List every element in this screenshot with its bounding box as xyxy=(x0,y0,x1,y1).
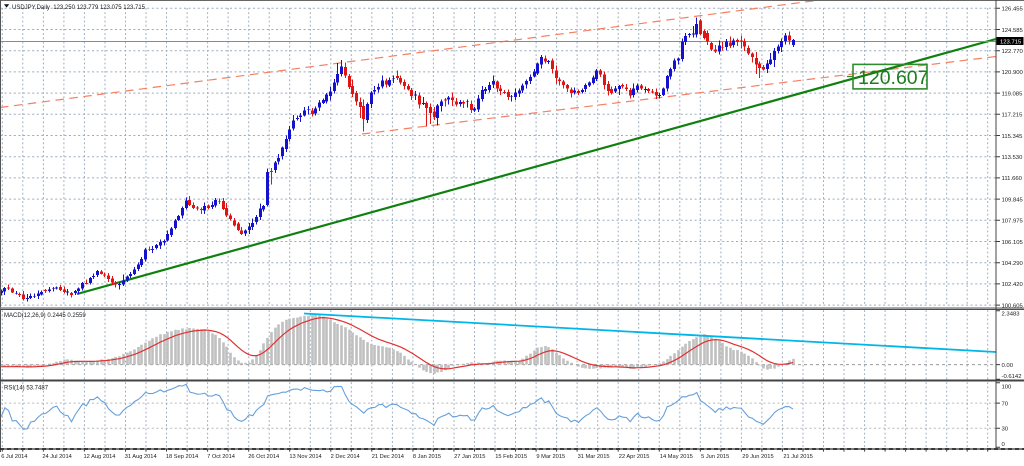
svg-text:0: 0 xyxy=(1002,442,1006,448)
svg-text:119.085: 119.085 xyxy=(1002,91,1024,97)
svg-text:7 Oct 2014: 7 Oct 2014 xyxy=(207,454,235,460)
svg-text:27 Jan 2015: 27 Jan 2015 xyxy=(454,454,485,460)
svg-text:124.585: 124.585 xyxy=(1002,28,1024,34)
svg-text:31 Mar 2015: 31 Mar 2015 xyxy=(578,454,610,460)
svg-text:31 Aug 2014: 31 Aug 2014 xyxy=(125,454,157,460)
svg-text:100: 100 xyxy=(1002,385,1013,391)
svg-text:21 Dec 2014: 21 Dec 2014 xyxy=(372,454,404,460)
svg-text:111.660: 111.660 xyxy=(1002,176,1023,182)
svg-text:26 Oct 2014: 26 Oct 2014 xyxy=(248,454,279,460)
svg-text:29 Jun 2015: 29 Jun 2015 xyxy=(742,454,773,460)
svg-text:8 Jan 2015: 8 Jan 2015 xyxy=(413,454,441,460)
svg-text:14 May 2015: 14 May 2015 xyxy=(660,454,693,460)
svg-text:MACD(12,26,9) 0.2445 0.2559: MACD(12,26,9) 0.2445 0.2559 xyxy=(4,313,86,319)
svg-text:123.715: 123.715 xyxy=(1000,40,1022,46)
svg-text:70: 70 xyxy=(1002,401,1009,407)
svg-text:2 Dec 2014: 2 Dec 2014 xyxy=(331,454,360,460)
svg-text:117.215: 117.215 xyxy=(1002,113,1024,119)
svg-text:107.975: 107.975 xyxy=(1002,219,1024,225)
svg-text:120.900: 120.900 xyxy=(1002,70,1024,76)
svg-text:22 Apr 2015: 22 Apr 2015 xyxy=(619,454,650,460)
svg-text:6 Jul 2014: 6 Jul 2014 xyxy=(1,454,27,460)
svg-text:21 Jul 2015: 21 Jul 2015 xyxy=(783,454,812,460)
svg-text:115.345: 115.345 xyxy=(1002,134,1024,140)
svg-text:0.00: 0.00 xyxy=(1002,363,1014,369)
svg-text:12 Aug 2014: 12 Aug 2014 xyxy=(84,454,116,460)
svg-text:24 Jul 2014: 24 Jul 2014 xyxy=(42,454,71,460)
svg-text:104.290: 104.290 xyxy=(1002,261,1024,267)
svg-text:30: 30 xyxy=(1002,427,1009,433)
svg-text:120.607: 120.607 xyxy=(858,67,929,89)
svg-text:-0.6142: -0.6142 xyxy=(1002,374,1022,380)
svg-text:113.530: 113.530 xyxy=(1002,155,1024,161)
svg-text:15 Feb 2015: 15 Feb 2015 xyxy=(495,454,527,460)
svg-text:9 Mar 2015: 9 Mar 2015 xyxy=(536,454,565,460)
svg-text:109.845: 109.845 xyxy=(1002,197,1024,203)
svg-text:126.455: 126.455 xyxy=(1002,7,1024,13)
svg-text:18 Sep 2014: 18 Sep 2014 xyxy=(166,454,198,460)
svg-text:RSI(14) 53.7487: RSI(14) 53.7487 xyxy=(4,386,49,392)
svg-text:122.770: 122.770 xyxy=(1002,49,1024,55)
svg-text:102.420: 102.420 xyxy=(1002,282,1024,288)
svg-text:106.105: 106.105 xyxy=(1002,240,1024,246)
svg-text:13 Nov 2014: 13 Nov 2014 xyxy=(289,454,321,460)
svg-text:5 Jun 2015: 5 Jun 2015 xyxy=(701,454,729,460)
svg-text:2.3483: 2.3483 xyxy=(1002,312,1021,318)
svg-text:USDJPY,Daily 123.250 123.779: USDJPY,Daily 123.250 123.779 123.075 123… xyxy=(12,5,146,11)
svg-text:100.605: 100.605 xyxy=(1002,303,1024,309)
